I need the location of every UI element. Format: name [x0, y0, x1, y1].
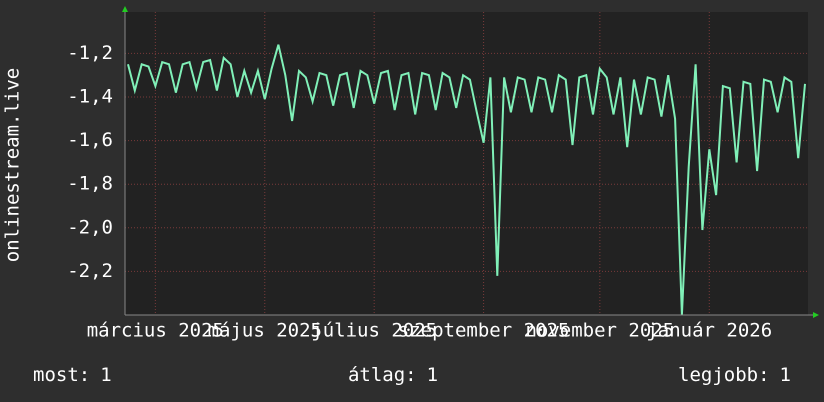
x-tick-label: november 2025: [525, 320, 674, 342]
legend-label: átlag:: [348, 364, 417, 386]
x-tick-label: július 2025: [311, 320, 437, 342]
legend-label: legjobb:: [678, 364, 770, 386]
legend-value: 1: [100, 364, 111, 386]
y-arrow: [122, 6, 128, 12]
legend-value: 1: [780, 364, 791, 386]
grid: [125, 12, 808, 315]
series-line: [127, 44, 806, 316]
y-tick-label: -1,2: [67, 42, 113, 64]
x-tick-label: január 2026: [646, 320, 772, 342]
plot-area: [125, 12, 808, 315]
y-tick-label: -2,0: [67, 216, 113, 238]
legend-item: átlag: 1: [348, 364, 438, 386]
x-tick-label: március 2025: [87, 320, 224, 342]
y-axis-label: onlinestream.live: [2, 68, 24, 262]
x-tick-label: május 2025: [208, 320, 322, 342]
legend-value: 1: [427, 364, 438, 386]
legend-item: legjobb: 1: [678, 364, 791, 386]
legend-item: most: 1: [33, 364, 112, 386]
y-tick-label: -1,6: [67, 129, 113, 151]
x-arrow: [813, 312, 819, 318]
marks: [127, 44, 806, 316]
y-tick-label: -1,8: [67, 173, 113, 195]
y-tick-label: -1,4: [67, 86, 113, 108]
legend-label: most:: [33, 364, 90, 386]
x-tick-label: szeptember 2025: [398, 320, 570, 342]
y-tick-label: -2,2: [67, 260, 113, 282]
